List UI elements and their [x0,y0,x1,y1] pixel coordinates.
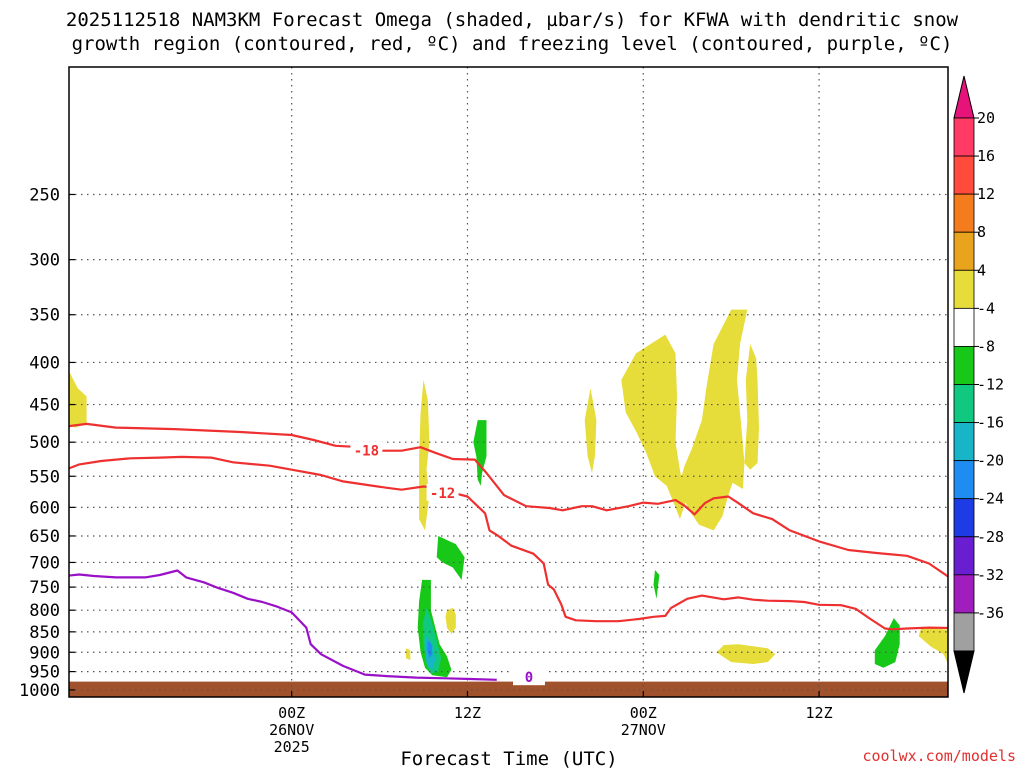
upward-motion-area [406,648,411,661]
contour-line-0 [69,569,497,681]
colorbar-label--4: -4 [977,299,995,317]
colorbar-bin [953,155,975,195]
colorbar-bin [953,574,975,614]
downward-motion-area [874,618,900,668]
colorbar-label--16: -16 [977,414,1004,432]
y-tick-label-750: 750 [29,578,60,598]
upward-motion-area [69,371,87,428]
x-tick-label-12Z: 12Z [806,704,833,722]
colorbar-bin [953,231,975,271]
x-tick-label-2025: 2025 [274,738,310,756]
contour-label-bg [426,483,459,501]
colorbar-top-arrow [953,75,975,119]
plot-frame [68,66,949,698]
y-tick-label-650: 650 [29,527,60,547]
colorbar-label-4: 4 [977,261,986,279]
contour-label-bg [513,668,546,686]
y-tick-label-700: 700 [29,553,60,573]
colorbar-bin [953,422,975,462]
colorbar-bin [953,193,975,233]
plot-area: -18 -12 0 [69,67,948,697]
x-tick-label-12Z: 12Z [454,704,481,722]
colorbar-label-20: 20 [977,109,995,127]
upward-motion-area [918,626,948,664]
ground-fill [69,681,948,697]
downward-motion-area [653,570,660,599]
colorbar-label--36: -36 [977,604,1004,622]
contour-label-bg [350,441,383,459]
y-tick-label-600: 600 [29,498,60,518]
colorbar: 20 16 12 8 4 -4 -8 -12 -16 -20 -24 -28 -32 -36 [953,75,1004,694]
chart-title-line-1: 2025112518 NAM3KM Forecast Omega (shaded… [65,9,959,31]
upward-motion-area [621,334,686,520]
y-tick-label-900: 900 [29,643,60,663]
y-tick-label-500: 500 [29,433,60,453]
colorbar-label--32: -32 [977,566,1004,584]
y-tick-label-400: 400 [29,353,60,373]
upward-motion-area [679,309,748,531]
colorbar-label-8: 8 [977,223,986,241]
colorbar-bottom-arrow [953,650,975,694]
downward-motion-area [473,420,487,486]
colorbar-label-16: 16 [977,147,995,165]
x-tick-label-26NOV: 26NOV [269,721,314,739]
y-tick-label-250: 250 [29,185,60,205]
colorbar-label-12: 12 [977,185,995,203]
colorbar-label--28: -28 [977,528,1004,546]
colorbar-label--8: -8 [977,337,995,355]
contour-line--18 [69,422,948,578]
downward-motion-area [427,640,433,659]
contour-label--12: -12 [430,486,455,502]
y-tick-label-1000: 1000 [19,681,60,701]
colorbar-label--12: -12 [977,376,1004,394]
upward-motion-area [716,644,776,664]
colorbar-label--24: -24 [977,490,1004,508]
upward-motion-area [744,344,759,470]
y-tick-label-450: 450 [29,396,60,416]
y-tick-label-950: 950 [29,663,60,683]
y-tick-label-350: 350 [29,306,60,326]
upward-motion-area [584,388,597,473]
chart-title-line-2: growth region (contoured, red, ºC) and f… [71,33,953,55]
contour-label-0: 0 [525,670,533,686]
y-tick-label-850: 850 [29,623,60,643]
y-tick-label-800: 800 [29,601,60,621]
contour-line--12 [69,455,948,631]
colorbar-label--20: -20 [977,452,1004,470]
credit-text: coolwx.com/models [862,747,1016,765]
colorbar-bin [953,384,975,423]
y-tick-label-300: 300 [29,251,60,271]
x-tick-label-00Z: 00Z [630,704,657,722]
x-axis-title: Forecast Time (UTC) [400,748,617,768]
colorbar-bin [953,269,975,309]
x-tick-label-27NOV: 27NOV [621,721,666,739]
colorbar-bin [953,536,975,576]
contour-label--18: -18 [354,444,379,460]
upward-motion-area [445,607,456,634]
axes: 2503003504004505005506006507007508008509… [19,185,833,756]
x-tick-label-00Z: 00Z [278,704,305,722]
y-tick-label-550: 550 [29,467,60,487]
colorbar-bin [953,307,975,347]
colorbar-bin [953,498,975,538]
colorbar-bin [953,117,975,157]
colorbar-bin [953,460,975,500]
colorbar-bin [953,346,975,385]
downward-motion-area [436,536,465,580]
colorbar-bin [953,612,975,652]
